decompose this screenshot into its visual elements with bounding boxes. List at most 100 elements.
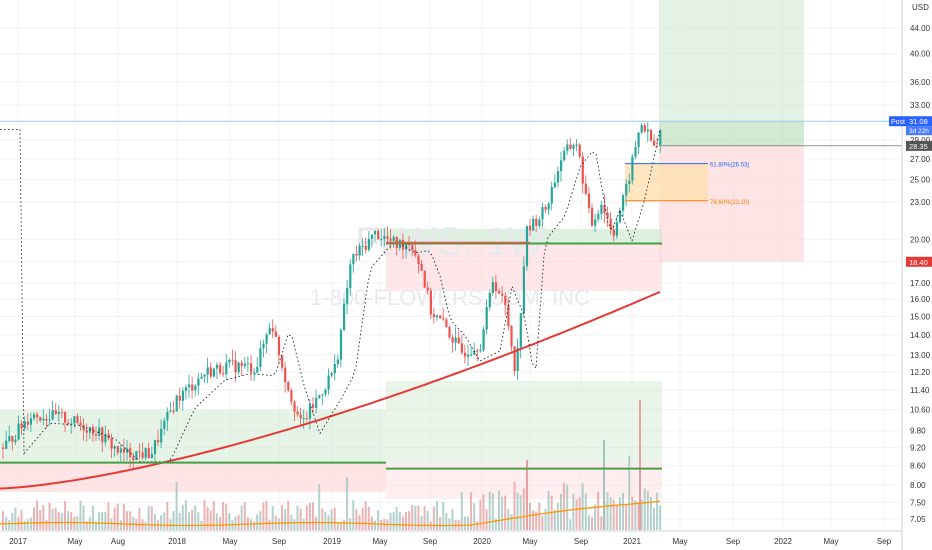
candle-body	[122, 448, 126, 453]
candle-body	[14, 439, 17, 442]
volume-bar	[36, 500, 39, 530]
x-tick-label: May	[823, 537, 838, 546]
volume-bar	[39, 509, 42, 530]
candle-body	[383, 236, 386, 240]
candle-body	[547, 203, 550, 210]
x-tick-label: Sep	[574, 537, 589, 546]
volume-bar	[318, 484, 321, 530]
time-axis[interactable]: 2017 May Aug 2018 May Sep 2019 May Sep 2020 May Sep…	[0, 530, 902, 546]
candle-body	[386, 236, 389, 239]
candle-body	[197, 378, 200, 386]
candle-body	[293, 401, 296, 412]
candle-body	[73, 416, 76, 424]
candle-body	[57, 412, 60, 415]
volume-bar	[225, 503, 228, 530]
volume-spike	[639, 400, 641, 530]
volume-bar	[436, 500, 438, 530]
candle-body	[572, 145, 575, 149]
candle-body	[622, 195, 625, 211]
x-tick-label: 2018	[168, 537, 186, 546]
volume-bar	[113, 507, 116, 530]
volume-bar	[312, 502, 314, 530]
volume-bar	[147, 505, 150, 530]
volume-bar	[498, 490, 500, 530]
candle-body	[625, 183, 628, 196]
y-tick-label: 17.00	[910, 279, 931, 288]
volume-bar	[513, 481, 516, 530]
candle-body	[166, 411, 169, 421]
volume-bar	[519, 495, 522, 530]
candle-body	[51, 410, 54, 420]
volume-bar	[591, 516, 593, 530]
candle-body	[631, 156, 634, 181]
volume-bar	[203, 500, 206, 530]
candle-body	[119, 448, 122, 453]
volume-bar	[54, 507, 57, 530]
candle-body	[262, 343, 265, 349]
volume-bar	[237, 514, 240, 530]
volume-bar	[166, 502, 169, 530]
candle-body	[408, 244, 411, 246]
candle-body	[20, 423, 23, 429]
volume-bar	[628, 455, 631, 530]
candle-body	[581, 156, 584, 184]
volume-bar	[243, 502, 246, 530]
candle-body	[284, 367, 287, 383]
candle-body	[569, 144, 572, 149]
candle-body	[637, 132, 640, 148]
volume-bar	[253, 521, 256, 530]
candle-body	[457, 337, 460, 344]
candle-body	[70, 423, 73, 425]
volume-bar	[299, 508, 302, 530]
y-tick-label: 10.60	[910, 406, 931, 415]
volume-bar	[51, 508, 54, 530]
volume-bar	[494, 518, 497, 530]
volume-bar	[42, 504, 45, 530]
volume-bar	[265, 501, 268, 530]
post-label: Post	[891, 119, 905, 126]
y-tick-label: 9.80	[910, 427, 926, 436]
countdown-badge	[906, 126, 932, 136]
volume-bar	[138, 508, 141, 530]
x-tick-label: 2021	[623, 537, 641, 546]
candle-body	[560, 160, 563, 172]
candle-body	[659, 130, 662, 147]
volume-bar	[584, 493, 587, 530]
candle-body	[591, 207, 594, 226]
volume-bar	[408, 511, 411, 530]
candle-body	[628, 180, 631, 184]
volume-bar	[467, 516, 469, 530]
candle-body	[200, 376, 203, 379]
candle-body	[522, 266, 525, 314]
volume-bar	[622, 492, 624, 530]
volume-bar	[463, 516, 466, 530]
candle-body	[147, 448, 150, 459]
volume-bar	[432, 506, 435, 530]
volume-bar	[95, 521, 97, 530]
volume-bar	[618, 497, 621, 530]
candle-body	[98, 427, 101, 436]
volume-spike	[526, 460, 528, 530]
candle-body	[209, 367, 212, 377]
volume-bar	[460, 491, 463, 530]
stop-value: 18.40	[909, 258, 928, 267]
y-tick-label: 7.50	[910, 498, 926, 507]
volume-bar	[277, 518, 280, 530]
candle-body	[228, 359, 231, 363]
price-axis[interactable]: 44.0040.0036.0033.0031.0029.0027.0025.00…	[889, 0, 932, 550]
volume-bar	[426, 511, 429, 530]
candle-body	[516, 347, 519, 372]
volume-bar	[606, 492, 609, 530]
volume-bar	[82, 505, 85, 530]
candle-body	[566, 144, 569, 151]
candle-body	[392, 237, 395, 241]
volume-bar	[234, 516, 237, 530]
volume-bar	[160, 515, 163, 530]
volume-bar	[23, 520, 26, 530]
volume-bar	[129, 511, 132, 530]
candle-body	[420, 263, 423, 271]
candle-body	[479, 349, 482, 352]
volume-bar	[377, 510, 380, 530]
